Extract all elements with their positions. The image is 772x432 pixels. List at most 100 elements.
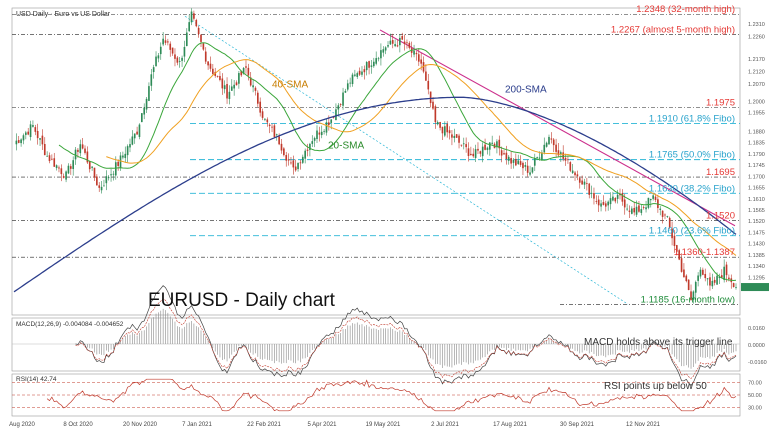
candle-body [444,126,446,136]
level-label-10: 1.1185 (16-month low) [641,294,735,305]
candle-body [100,186,103,191]
candle-body [607,201,609,206]
candle-body [519,161,522,165]
candle-body [524,165,527,167]
candle-body [62,176,65,178]
candle-body [668,217,671,228]
candle-body [233,84,235,89]
time-axis: Aug 2020 8 Oct 2020 20 Nov 2020 7 Jan 2021 2… [9,422,661,428]
candle-body [439,122,441,128]
candle-body [481,146,484,157]
price-tick-5: 1.2000 [748,100,765,106]
candle-body [522,162,524,169]
candle-body [645,207,647,210]
price-tick-4: 1.2070 [748,82,765,88]
candle-body [372,61,375,67]
candle-body [124,153,127,159]
candle-body [169,43,172,50]
candle-body [202,43,205,50]
candle-body [316,130,318,140]
candle-body [344,90,347,93]
candle-body [183,46,186,57]
price-tick-0: 1.2310 [748,22,765,28]
candle-body [578,178,581,183]
candle-body [25,132,27,135]
candle-body [571,170,574,173]
candle-body [455,134,458,138]
level-label-5: 1.1695 [706,167,735,178]
candle-body [240,70,243,76]
candle-body [72,160,75,170]
candle-body [197,27,200,35]
price-tick-19: 1.1340 [748,264,765,270]
candle-body [460,144,463,146]
price-tick-20: 1.1295 [748,275,765,281]
candle-body [299,162,302,164]
candle-body [212,68,214,74]
candle-body [406,42,408,44]
candle-body [325,122,328,133]
candle-body [254,87,257,91]
candle-body [335,109,337,121]
candle-body [586,183,588,185]
candle-body [533,158,536,166]
candle-body [292,160,295,168]
candle-body [401,36,404,40]
price-tick-7: 1.1880 [748,129,765,135]
candle-body [652,195,654,199]
candles [15,8,737,304]
level-label-6: 1.1630 (38.2% Fibo) [649,183,735,194]
candle-body [122,155,124,158]
candle-body [129,144,131,148]
candle-body [697,275,699,281]
candle-body [136,131,138,135]
candle-body [683,269,685,278]
candle-body [155,56,157,67]
candle-body [728,277,730,280]
price-tick-9: 1.1790 [748,152,765,158]
candle-body [55,165,58,169]
candle-body [526,165,529,173]
candle-body [91,166,93,168]
candle-body [451,134,453,138]
candle-body [545,142,548,147]
candle-body [488,142,491,150]
candle-body [74,149,77,160]
candle-body [167,41,169,43]
candle-body [356,73,359,77]
sma200-line [13,96,737,293]
candle-body [569,162,572,171]
candle-body [659,208,662,210]
level-label-3: 1.1910 (61.8% Fibo) [649,113,735,124]
macd-note: MACD holds above its trigger line [584,337,733,348]
chart-header: USD Daily · Euro vs US Dollar [16,11,111,18]
macd-signal-line [75,298,737,379]
candle-body [178,61,181,62]
candle-body [597,199,600,206]
candle-body [574,172,576,176]
candle-body [320,131,323,136]
last-price-marker [741,283,769,292]
candle-body [363,69,366,73]
candle-body [264,118,266,120]
candle-body [436,122,439,125]
candle-body [131,136,134,145]
candle-body [368,61,370,68]
price-tick-12: 1.1655 [748,186,765,192]
candle-body [43,143,46,156]
candle-body [396,45,399,47]
candle-body [425,71,427,81]
candle-body [27,131,30,135]
candle-body [171,47,174,54]
candle-body [377,58,380,60]
candle-body [351,74,354,85]
candle-body [157,55,160,59]
candle-body [661,210,664,217]
candle-body [330,119,333,123]
candle-body [550,138,553,140]
price-tick-11: 1.1700 [748,174,765,180]
level-label-2: 1.1975 [706,97,735,108]
candle-body [531,167,534,173]
candle-body [133,133,136,139]
